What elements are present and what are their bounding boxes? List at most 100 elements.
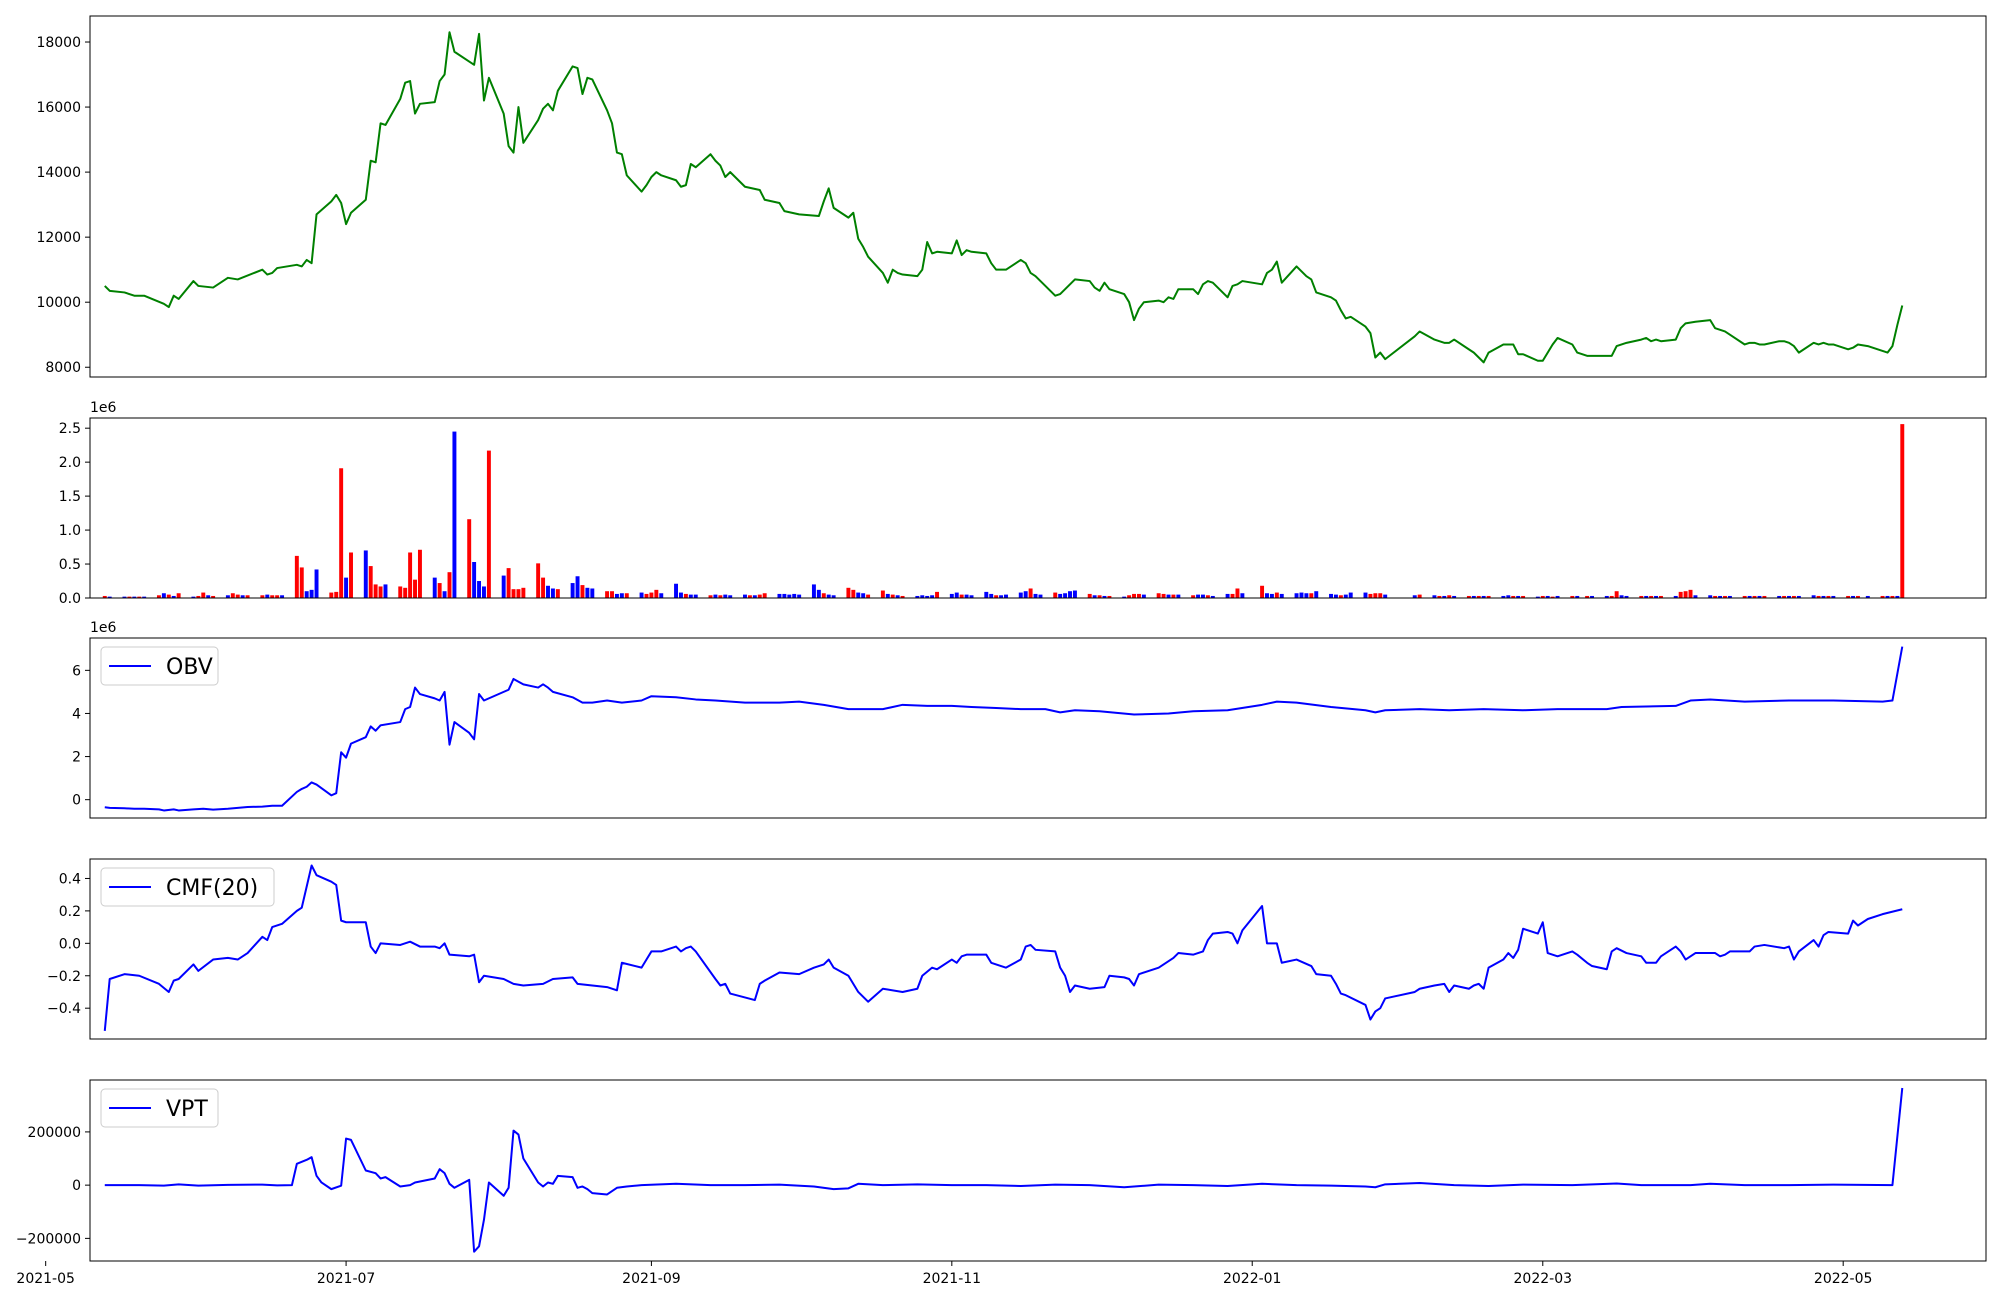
volume-bar	[1279, 593, 1284, 598]
volume-bar	[161, 593, 166, 598]
y-tick-label: 0.4	[59, 871, 81, 887]
volume-bar	[1639, 595, 1644, 598]
volume-bar	[826, 594, 831, 598]
volume-bar	[915, 595, 920, 598]
volume-bar	[304, 591, 309, 598]
volume-bar	[1506, 595, 1511, 598]
y-tick-label: 18000	[36, 35, 81, 51]
chart-panels: 8000 10000 12000 14000 16000 18000 0.0 0.5 1.0 1.…	[16, 15, 1987, 1287]
volume-bar	[639, 592, 644, 598]
x-axis: 2021-05 2021-07 2021-09 2021-11 2022-01 2022-…	[16, 1261, 1872, 1287]
volume-bar	[624, 593, 629, 598]
volume-bar	[1437, 595, 1442, 598]
y-tick-label: 1.0	[59, 523, 81, 539]
obv-line	[104, 646, 1904, 812]
volume-bar	[1575, 595, 1580, 598]
volume-bar	[398, 586, 403, 598]
volume-bar	[728, 595, 733, 598]
volume-bar	[1141, 594, 1146, 598]
y-tick-label: 16000	[36, 100, 81, 116]
volume-bar	[846, 587, 851, 598]
volume-bar	[949, 593, 954, 598]
volume-bar	[280, 595, 285, 598]
volume-bar	[1378, 593, 1383, 598]
x-tick-label: 2021-05	[16, 1271, 75, 1287]
volume-bar	[747, 595, 752, 598]
volume-bar	[1821, 595, 1826, 598]
volume-bar	[1688, 589, 1693, 598]
volume-bar	[1762, 595, 1767, 598]
volume-bar	[1619, 595, 1624, 598]
volume-bar	[127, 596, 132, 598]
volume-bar	[570, 583, 575, 598]
volume-bar	[644, 593, 649, 598]
volume-bar	[1614, 591, 1619, 598]
x-tick-label: 2022-03	[1514, 1271, 1573, 1287]
volume-bar	[245, 595, 250, 598]
axes-frame	[89, 637, 1987, 819]
volume-bar	[1540, 595, 1545, 598]
axes-frame	[89, 1079, 1987, 1262]
volume-bar	[678, 592, 683, 598]
volume-bar	[171, 595, 176, 598]
volume-bar	[752, 595, 757, 598]
volume-bar	[964, 594, 969, 598]
volume-bar	[787, 594, 792, 598]
volume-bar	[762, 593, 767, 598]
y-tick-label: −0.2	[47, 969, 81, 985]
volume-bar	[1309, 593, 1314, 598]
volume-bar	[782, 593, 787, 598]
volume-bar	[1132, 593, 1137, 598]
volume-bar	[1373, 593, 1378, 598]
volume-bar	[969, 595, 974, 598]
volume-bar	[1383, 594, 1388, 598]
volume-bar	[413, 579, 417, 598]
volume-bar	[1122, 596, 1127, 598]
volume-bar	[861, 593, 866, 598]
volume-bar	[743, 594, 747, 598]
volume-bar	[1063, 593, 1068, 598]
price-line	[104, 31, 1904, 364]
volume-bar	[619, 593, 624, 598]
volume-bar	[1412, 595, 1417, 598]
volume-bar	[1545, 595, 1550, 598]
volume-bar	[1590, 595, 1594, 598]
volume-bar	[299, 567, 304, 598]
volume-bar	[546, 585, 550, 598]
volume-bar	[1058, 593, 1063, 598]
axes-frame	[89, 15, 1987, 378]
volume-bar	[674, 583, 679, 598]
volume-bar	[1777, 595, 1782, 598]
volume-bar	[1004, 594, 1008, 598]
volume-bar	[1161, 593, 1166, 598]
volume-bar	[792, 593, 797, 598]
legend-frame	[100, 646, 219, 686]
volume-bar	[1481, 595, 1486, 598]
panel-4: −0.4 −0.2 0.0 0.2 0.4 CMF(20)	[47, 858, 1987, 1040]
volume-bar	[1486, 595, 1491, 598]
volume-bar	[201, 592, 206, 598]
volume-bar	[1476, 595, 1481, 598]
volume-bar	[1757, 595, 1762, 598]
volume-bar	[408, 552, 413, 598]
volume-bar	[1087, 593, 1092, 598]
volume-bar	[1604, 595, 1609, 598]
volume-bar	[605, 591, 610, 598]
volume-bar	[1166, 594, 1171, 598]
volume-bar	[1791, 595, 1796, 598]
volume-bar	[191, 596, 196, 598]
volume-bar	[1511, 595, 1516, 598]
volume-bar	[1329, 593, 1333, 598]
volume-bar	[1471, 595, 1476, 598]
volume-bar	[1501, 595, 1506, 598]
y-tick-label: 2.0	[59, 455, 81, 471]
volume-bar	[536, 563, 541, 598]
volume-bar	[1191, 595, 1196, 598]
volume-bar	[693, 594, 698, 598]
volume-bar	[1713, 595, 1718, 598]
volume-bar	[1535, 596, 1540, 598]
volume-bar	[442, 591, 447, 598]
volume-bar	[821, 593, 826, 598]
volume-bar	[176, 593, 181, 598]
volume-bar	[1516, 595, 1521, 598]
